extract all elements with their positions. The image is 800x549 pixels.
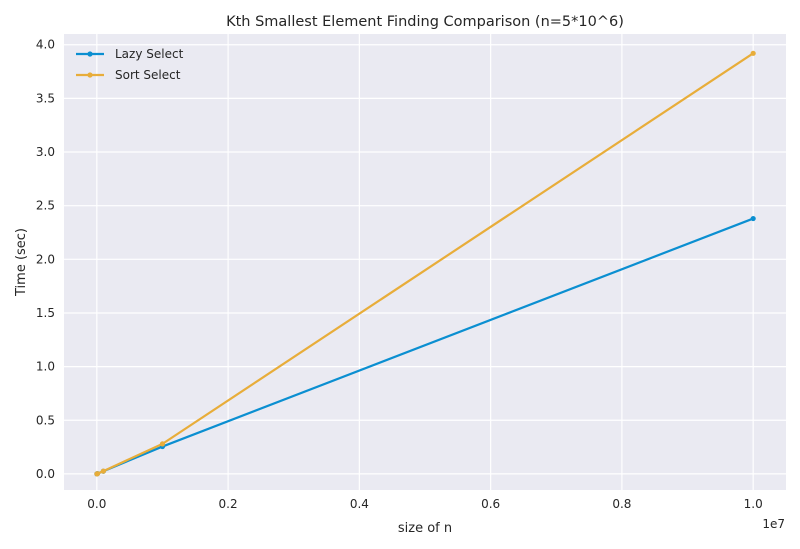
x-tick-label: 0.2 <box>219 497 238 511</box>
grid-lines <box>64 34 786 490</box>
legend-label: Sort Select <box>115 68 181 82</box>
y-tick-label: 1.0 <box>36 360 55 374</box>
legend-item: Lazy Select <box>76 47 184 61</box>
x-offset-label: 1e7 <box>762 517 785 531</box>
y-tick-label: 4.0 <box>36 38 55 52</box>
x-tick-label: 1.0 <box>744 497 763 511</box>
y-tick-label: 3.0 <box>36 145 55 159</box>
data-point <box>750 215 756 222</box>
data-point <box>159 441 166 447</box>
x-tick-labels: 0.0 0.2 0.4 0.6 0.8 1.0 <box>87 497 762 511</box>
series-layer <box>94 50 756 477</box>
x-tick-label: 0.8 <box>612 497 631 511</box>
data-point <box>94 471 101 477</box>
y-tick-label: 0.0 <box>36 467 55 481</box>
x-tick-label: 0.6 <box>481 497 500 511</box>
x-axis-label: size of n <box>398 521 452 536</box>
y-tick-label: 3.5 <box>36 91 55 105</box>
legend-swatch-marker <box>87 72 93 78</box>
y-axis-label: Time (sec) <box>14 228 29 297</box>
x-tick-label: 0.0 <box>87 497 106 511</box>
x-tick-label: 0.4 <box>350 497 369 511</box>
legend-swatch-marker <box>87 51 93 57</box>
legend: Lazy Select Sort Select <box>76 47 184 82</box>
y-tick-label: 2.0 <box>36 252 55 266</box>
y-tick-label: 1.5 <box>36 306 55 320</box>
chart-title: Kth Smallest Element Finding Comparison … <box>226 14 624 30</box>
data-point <box>100 468 106 474</box>
legend-label: Lazy Select <box>115 47 184 61</box>
data-point <box>750 50 756 56</box>
y-tick-labels: 0.0 0.5 1.0 1.5 2.0 2.5 3.0 3.5 4.0 <box>36 38 55 481</box>
series-sort-select <box>94 50 756 477</box>
y-tick-label: 2.5 <box>36 199 55 213</box>
y-tick-label: 0.5 <box>36 413 55 427</box>
legend-item: Sort Select <box>76 68 181 82</box>
